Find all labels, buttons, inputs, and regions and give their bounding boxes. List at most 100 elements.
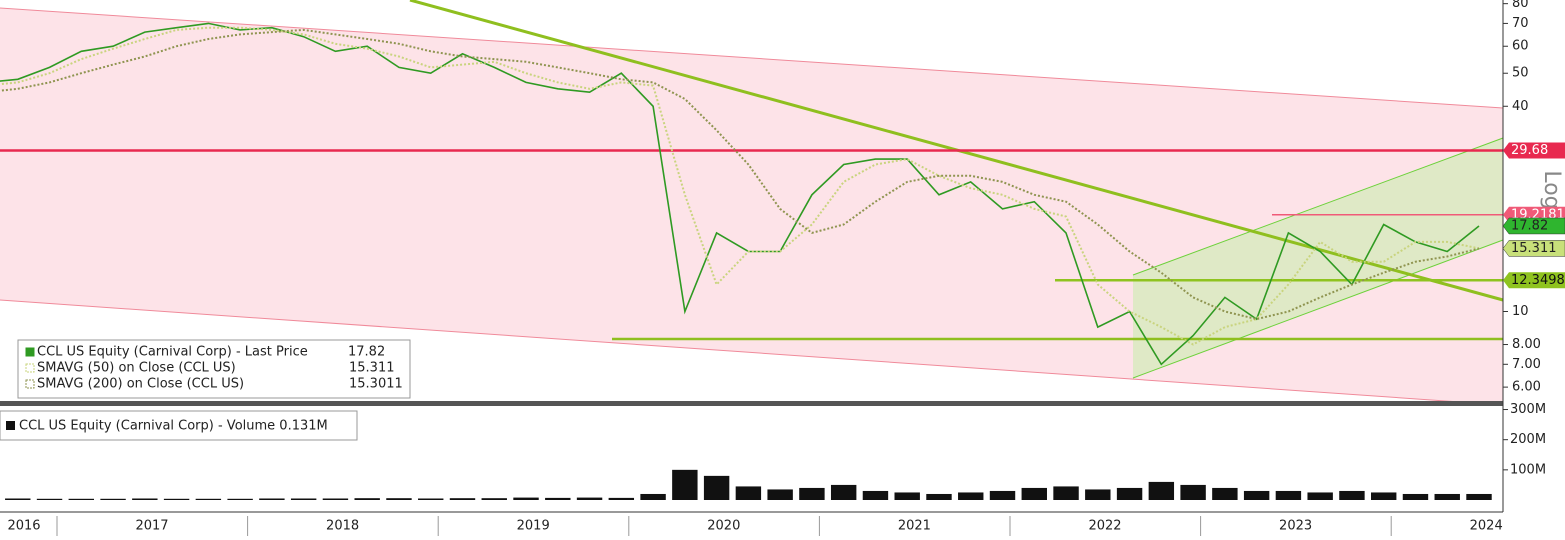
y-tick-label: 50: [1512, 66, 1529, 81]
legend-value: 17.82: [348, 345, 385, 360]
legend-name: SMAVG (50) on Close (CCL US): [37, 361, 236, 376]
y-tick-label: 60: [1512, 39, 1529, 54]
volume-bar: [703, 475, 730, 500]
volume-bar: [1339, 490, 1365, 500]
sma-line: [0, 28, 1480, 321]
green-channel: [1133, 138, 1503, 378]
volume-bar: [608, 497, 635, 500]
legend-box: [17, 339, 411, 399]
volume-bar: [290, 498, 317, 500]
x-tick-label: 2018: [326, 519, 359, 534]
volume-tick-label: 200M: [1510, 432, 1546, 447]
volume-bar: [1307, 492, 1333, 500]
y-tick-label: 80: [1512, 0, 1529, 11]
legend-swatch: [25, 347, 35, 357]
volume-bar: [513, 497, 539, 500]
legend-name: CCL US Equity (Carnival Corp) - Last Pri…: [37, 345, 308, 360]
y-tick-label: 8.00: [1512, 337, 1541, 352]
last-label: 15.311: [1511, 241, 1557, 256]
volume-bar: [1116, 487, 1143, 500]
volume-bar: [449, 498, 476, 500]
volume-legend: CCL US Equity (Carnival Corp) - Volume 0…: [19, 419, 328, 434]
sma-line: [0, 26, 1480, 346]
volume-bar: [481, 498, 507, 500]
volume-bar: [1466, 493, 1492, 500]
level-tag: [1503, 272, 1565, 289]
volume-bar: [799, 487, 825, 500]
y-tick-label: 70: [1512, 16, 1529, 31]
volume-bar: [1148, 481, 1175, 500]
x-tick-label: 2017: [135, 519, 168, 534]
volume-plot: [5, 469, 1492, 500]
panel-separator: [0, 401, 1503, 406]
legend-swatch: [25, 379, 35, 389]
last-tag: [1502, 217, 1565, 235]
volume-bar: [545, 497, 571, 500]
volume-bar: [1212, 487, 1238, 500]
level-label: 12.3498: [1511, 273, 1565, 288]
volume-bar: [227, 498, 253, 500]
volume-bar: [767, 489, 793, 500]
volume-bar: [1243, 490, 1270, 500]
volume-bar: [1402, 493, 1429, 500]
volume-bar: [386, 498, 412, 500]
channel-bottom: [0, 299, 1461, 403]
volume-bar: [830, 484, 857, 500]
volume-bar: [100, 498, 126, 500]
pink-channel: [0, 8, 1503, 405]
price-plot: [0, 22, 1503, 366]
volume-tick-label: 300M: [1510, 402, 1546, 417]
channel-top: [0, 7, 1504, 109]
volume-legend-swatch: [6, 421, 15, 430]
green-channel-bottom: [1132, 239, 1504, 379]
y-tick-label: 6.00: [1512, 380, 1541, 395]
legend-name: SMAVG (200) on Close (CCL US): [37, 377, 244, 392]
volume-bar: [1275, 490, 1302, 500]
green-channel-top: [1132, 137, 1504, 276]
volume-bar: [5, 498, 31, 500]
volume-bar: [958, 492, 984, 500]
legend-value: 15.3011: [349, 377, 403, 392]
level-label: 29.68: [1511, 143, 1548, 158]
volume-bar: [418, 498, 444, 500]
y-tick-label: 10: [1512, 304, 1529, 319]
volume-bar: [672, 469, 698, 500]
volume-bar: [1085, 489, 1111, 500]
volume-bar: [1180, 484, 1206, 500]
x-tick-label: 2023: [1279, 519, 1312, 534]
volume-bar: [36, 498, 63, 500]
x-tick-label: 2022: [1088, 519, 1121, 534]
x-tick-label: 2016: [7, 519, 40, 534]
volume-bar: [735, 486, 762, 500]
volume-bar: [68, 498, 95, 500]
log-label: Log: [1539, 170, 1564, 209]
volume-bar: [1053, 486, 1079, 500]
volume-bar: [640, 493, 666, 500]
volume-bar: [259, 498, 285, 500]
volume-bar: [1370, 492, 1397, 500]
volume-bar: [576, 497, 603, 500]
x-tick-label: 2021: [898, 519, 931, 534]
volume-bar: [354, 498, 380, 500]
volume-bar: [163, 498, 190, 500]
y-tick-label: 7.00: [1512, 357, 1541, 372]
last-tag: [1502, 240, 1565, 257]
x-tick-label: 2019: [517, 519, 550, 534]
legend-swatch: [25, 363, 35, 373]
volume-bar: [926, 493, 952, 500]
volume-bar: [894, 492, 920, 500]
price-line: [0, 22, 1480, 366]
volume-bar: [195, 498, 222, 500]
x-tick-label: 2024: [1470, 519, 1503, 534]
volume-bar: [322, 498, 349, 500]
last-label: 17.82: [1511, 218, 1548, 233]
volume-legend-box: [0, 410, 358, 441]
level-tag: [1503, 142, 1565, 159]
volume-tick-label: 100M: [1510, 462, 1546, 477]
volume-bar: [989, 490, 1016, 500]
volume-bar: [132, 498, 158, 500]
legend-value: 15.311: [349, 361, 395, 376]
y-tick-label: 40: [1512, 99, 1529, 114]
